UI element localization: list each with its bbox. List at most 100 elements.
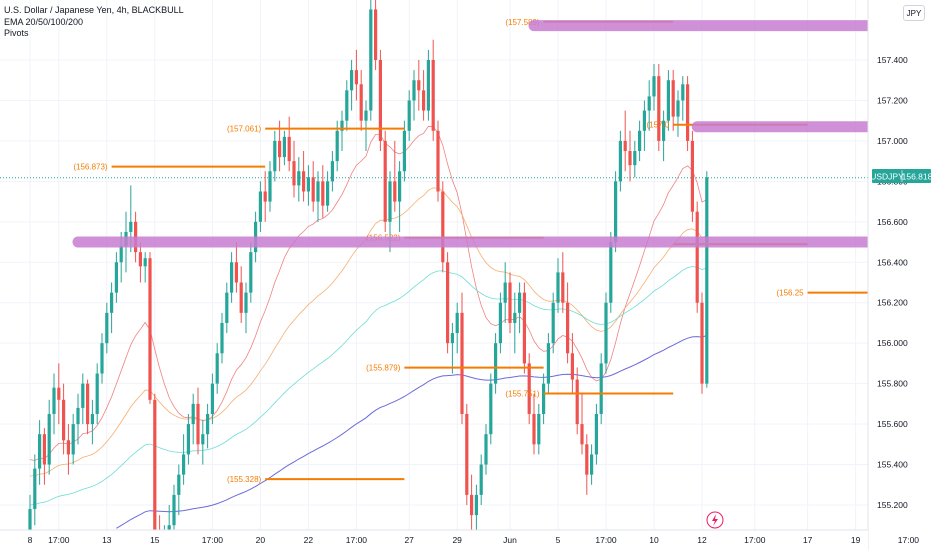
candle[interactable] (479, 454, 483, 505)
currency-button[interactable]: JPY (903, 5, 925, 21)
candle[interactable] (657, 64, 661, 152)
candle[interactable] (52, 373, 56, 435)
candle[interactable] (618, 130, 622, 192)
candle[interactable] (220, 312, 224, 364)
candle[interactable] (206, 403, 210, 449)
candle[interactable] (148, 252, 152, 404)
candle[interactable] (90, 399, 94, 445)
candle[interactable] (575, 367, 579, 435)
candle[interactable] (42, 428, 46, 485)
legend-pivots[interactable]: Pivots (4, 28, 29, 38)
candle[interactable] (662, 110, 666, 162)
candle[interactable] (215, 343, 219, 394)
candle[interactable] (282, 130, 286, 166)
candle[interactable] (407, 90, 411, 141)
candle[interactable] (330, 151, 334, 192)
candle[interactable] (234, 242, 238, 293)
candle[interactable] (628, 130, 632, 182)
candle[interactable] (551, 292, 555, 354)
candle[interactable] (532, 393, 536, 455)
candle[interactable] (441, 181, 445, 273)
candle[interactable] (590, 444, 594, 485)
candle[interactable] (426, 49, 430, 121)
candle[interactable] (623, 110, 627, 172)
candle[interactable] (201, 420, 205, 465)
candle[interactable] (177, 464, 181, 516)
candle[interactable] (258, 181, 262, 232)
candle[interactable] (321, 165, 325, 218)
candle[interactable] (306, 165, 310, 206)
candle[interactable] (47, 399, 51, 475)
candle[interactable] (350, 60, 354, 111)
candle[interactable] (580, 393, 584, 455)
candle[interactable] (585, 434, 589, 495)
candle[interactable] (522, 282, 526, 374)
candle[interactable] (417, 60, 421, 111)
candle[interactable] (446, 252, 450, 354)
candle[interactable] (700, 292, 704, 394)
chart-legend[interactable]: U.S. Dollar / Japanese Yen, 4h, BLACKBUL… (4, 5, 184, 40)
candle[interactable] (263, 171, 267, 222)
candle[interactable] (436, 120, 440, 202)
candle[interactable] (191, 393, 195, 445)
candles[interactable] (28, 0, 709, 555)
candle[interactable] (374, 0, 378, 71)
candle[interactable] (268, 161, 272, 212)
candle[interactable] (633, 140, 637, 178)
time-axis[interactable]: 8 17:00 13 15 17:00 20 22 17:00 27 29 Jun 5 17:00 10 1… (0, 529, 919, 550)
candle[interactable] (76, 393, 80, 445)
candle[interactable] (455, 302, 459, 354)
candle[interactable] (95, 363, 99, 425)
candle[interactable] (561, 252, 565, 313)
candle[interactable] (690, 130, 694, 222)
candle[interactable] (230, 252, 234, 303)
candle[interactable] (114, 252, 118, 303)
candle[interactable] (498, 292, 502, 354)
candle[interactable] (652, 64, 656, 111)
candle[interactable] (647, 80, 651, 131)
candle[interactable] (383, 130, 387, 232)
candle[interactable] (402, 120, 406, 182)
candle[interactable] (359, 70, 363, 131)
candle[interactable] (594, 403, 598, 465)
candle[interactable] (489, 373, 493, 445)
candle[interactable] (518, 282, 522, 334)
candle[interactable] (297, 157, 301, 202)
candle[interactable] (225, 282, 229, 334)
candle[interactable] (138, 242, 142, 283)
candle[interactable] (460, 292, 464, 425)
candle[interactable] (364, 100, 368, 152)
candle[interactable] (316, 171, 320, 222)
candle[interactable] (676, 90, 680, 137)
candle[interactable] (86, 379, 90, 435)
candle[interactable] (244, 282, 248, 334)
candle[interactable] (705, 171, 709, 388)
candle[interactable] (666, 70, 670, 131)
candle[interactable] (153, 393, 157, 546)
candle[interactable] (604, 292, 608, 374)
candle[interactable] (470, 474, 474, 536)
candle[interactable] (287, 116, 291, 172)
candle[interactable] (57, 363, 61, 425)
candle[interactable] (599, 353, 603, 425)
candle[interactable] (196, 387, 200, 455)
candle[interactable] (110, 282, 114, 334)
candle[interactable] (249, 242, 253, 303)
candle[interactable] (311, 161, 315, 212)
candle[interactable] (38, 420, 42, 485)
candle[interactable] (81, 373, 85, 425)
candle[interactable] (273, 130, 277, 182)
candle[interactable] (431, 39, 435, 141)
candle[interactable] (62, 383, 66, 455)
candle[interactable] (210, 373, 214, 425)
candle[interactable] (542, 373, 546, 425)
candle[interactable] (182, 434, 186, 485)
candle[interactable] (422, 70, 426, 121)
candle[interactable] (450, 322, 454, 374)
candle[interactable] (66, 424, 70, 475)
candle[interactable] (681, 76, 685, 121)
candle[interactable] (695, 201, 699, 313)
candle[interactable] (378, 49, 382, 152)
candle[interactable] (369, 0, 373, 121)
